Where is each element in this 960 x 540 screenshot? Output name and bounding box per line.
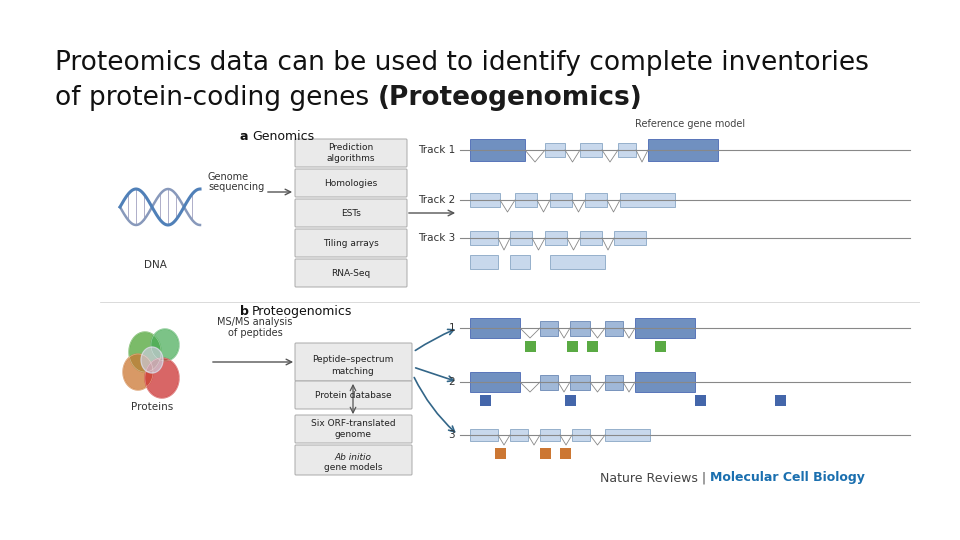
Bar [545,231,567,245]
Polygon shape [141,347,163,373]
FancyBboxPatch shape [295,169,407,197]
Text: Prediction
algorithms: Prediction algorithms [326,143,375,163]
Text: ESTs: ESTs [341,208,361,218]
Bar [470,372,520,392]
Bar [572,429,590,441]
Bar [510,255,530,269]
Polygon shape [151,329,179,361]
Text: a: a [240,130,249,143]
Text: 1: 1 [448,323,455,333]
Bar [540,375,558,389]
Bar [540,429,560,441]
Text: Peptide–spectrum: Peptide–spectrum [312,355,394,364]
Bar [605,429,650,441]
Bar [655,341,666,352]
Text: Nature Reviews |: Nature Reviews | [0,539,1,540]
Bar [570,321,590,335]
FancyBboxPatch shape [295,415,412,443]
Polygon shape [129,332,161,372]
Text: Tiling arrays: Tiling arrays [324,239,379,247]
Text: Homologies: Homologies [324,179,377,187]
Text: Track 1: Track 1 [418,145,455,155]
Bar [567,341,578,352]
Bar [605,321,623,335]
Bar [470,139,525,161]
FancyBboxPatch shape [295,381,412,409]
Text: Ab initio: Ab initio [334,453,372,462]
FancyBboxPatch shape [295,343,412,381]
Bar [495,448,506,459]
Bar [550,193,572,207]
Text: Genome: Genome [208,172,250,182]
Text: 2: 2 [448,377,455,387]
Text: Proteogenomics: Proteogenomics [252,305,352,318]
Bar [540,448,551,459]
Bar [560,448,571,459]
Text: Proteins: Proteins [131,402,173,412]
Bar [695,395,706,406]
Text: Proteomics data can be used to identify complete inventories: Proteomics data can be used to identify … [55,50,869,76]
Text: Six ORF-translated
genome: Six ORF-translated genome [311,419,396,438]
Text: RNA-Seq: RNA-Seq [331,268,371,278]
Bar [620,193,675,207]
Text: Track 3: Track 3 [418,233,455,243]
Bar [580,231,602,245]
FancyBboxPatch shape [295,199,407,227]
Bar [470,429,498,441]
Bar [565,395,576,406]
Bar [580,143,602,157]
Bar [515,193,537,207]
Text: gene models: gene models [324,462,382,471]
Polygon shape [145,358,179,398]
Bar [775,395,786,406]
Bar [470,318,520,338]
Bar [605,375,623,389]
Text: Genomics: Genomics [252,130,314,143]
Text: MS/MS analysis: MS/MS analysis [217,317,293,327]
Text: Molecular Cell Biology: Molecular Cell Biology [710,471,865,484]
Bar [570,375,590,389]
FancyBboxPatch shape [295,229,407,257]
Bar [648,139,718,161]
FancyBboxPatch shape [295,445,412,475]
Bar [585,193,607,207]
Bar [587,341,598,352]
Bar [470,231,498,245]
Text: DNA: DNA [144,260,166,270]
Bar [510,231,532,245]
Bar [540,321,558,335]
FancyBboxPatch shape [295,259,407,287]
Bar [635,318,695,338]
Text: b: b [240,305,249,318]
Text: sequencing: sequencing [208,182,264,192]
Bar [510,429,528,441]
Text: Nature Reviews |: Nature Reviews | [600,471,710,484]
Bar [480,395,491,406]
Bar [470,255,498,269]
Bar [635,372,695,392]
Text: of peptides: of peptides [228,328,282,338]
FancyBboxPatch shape [295,139,407,167]
Text: Track 2: Track 2 [418,195,455,205]
Text: (Proteogenomics): (Proteogenomics) [377,85,642,111]
Text: Protein database: Protein database [315,390,392,400]
Polygon shape [123,354,153,390]
Bar [614,231,646,245]
Text: 3: 3 [448,430,455,440]
Text: of protein-coding genes: of protein-coding genes [55,85,377,111]
Text: Reference gene model: Reference gene model [635,119,745,129]
Text: matching: matching [331,368,374,376]
Bar [550,255,605,269]
Bar [470,193,500,207]
Bar [618,143,636,157]
Bar [545,143,565,157]
Bar [525,341,536,352]
